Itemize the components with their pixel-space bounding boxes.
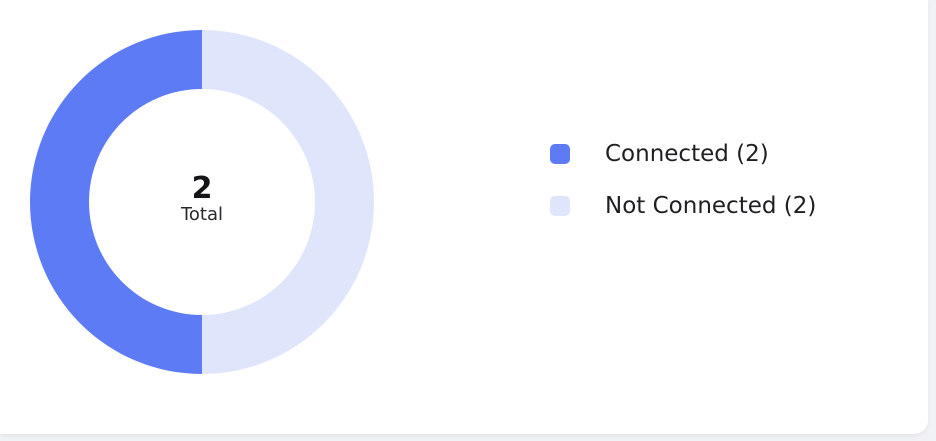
donut-chart-svg [30, 30, 374, 374]
legend-item-connected[interactable]: Connected (2) [550, 137, 816, 171]
chart-legend: Connected (2) Not Connected (2) [550, 137, 816, 241]
donut-center: 2 Total [30, 30, 374, 374]
legend-item-not-connected[interactable]: Not Connected (2) [550, 189, 816, 223]
total-caption: Total [180, 204, 224, 225]
legend-swatch-connected [550, 144, 570, 164]
legend-label-not-connected: Not Connected (2) [605, 193, 817, 219]
total-value: 2 [191, 171, 213, 206]
donut-slice-not-connected[interactable] [202, 30, 374, 374]
donut-slice-connected[interactable] [30, 30, 202, 374]
donut-chart: 2 Total [30, 30, 374, 374]
chart-card: 2 Total Connected (2) Not Connected (2) [0, 0, 928, 434]
legend-label-connected: Connected (2) [605, 141, 769, 167]
legend-swatch-not-connected [550, 196, 570, 216]
